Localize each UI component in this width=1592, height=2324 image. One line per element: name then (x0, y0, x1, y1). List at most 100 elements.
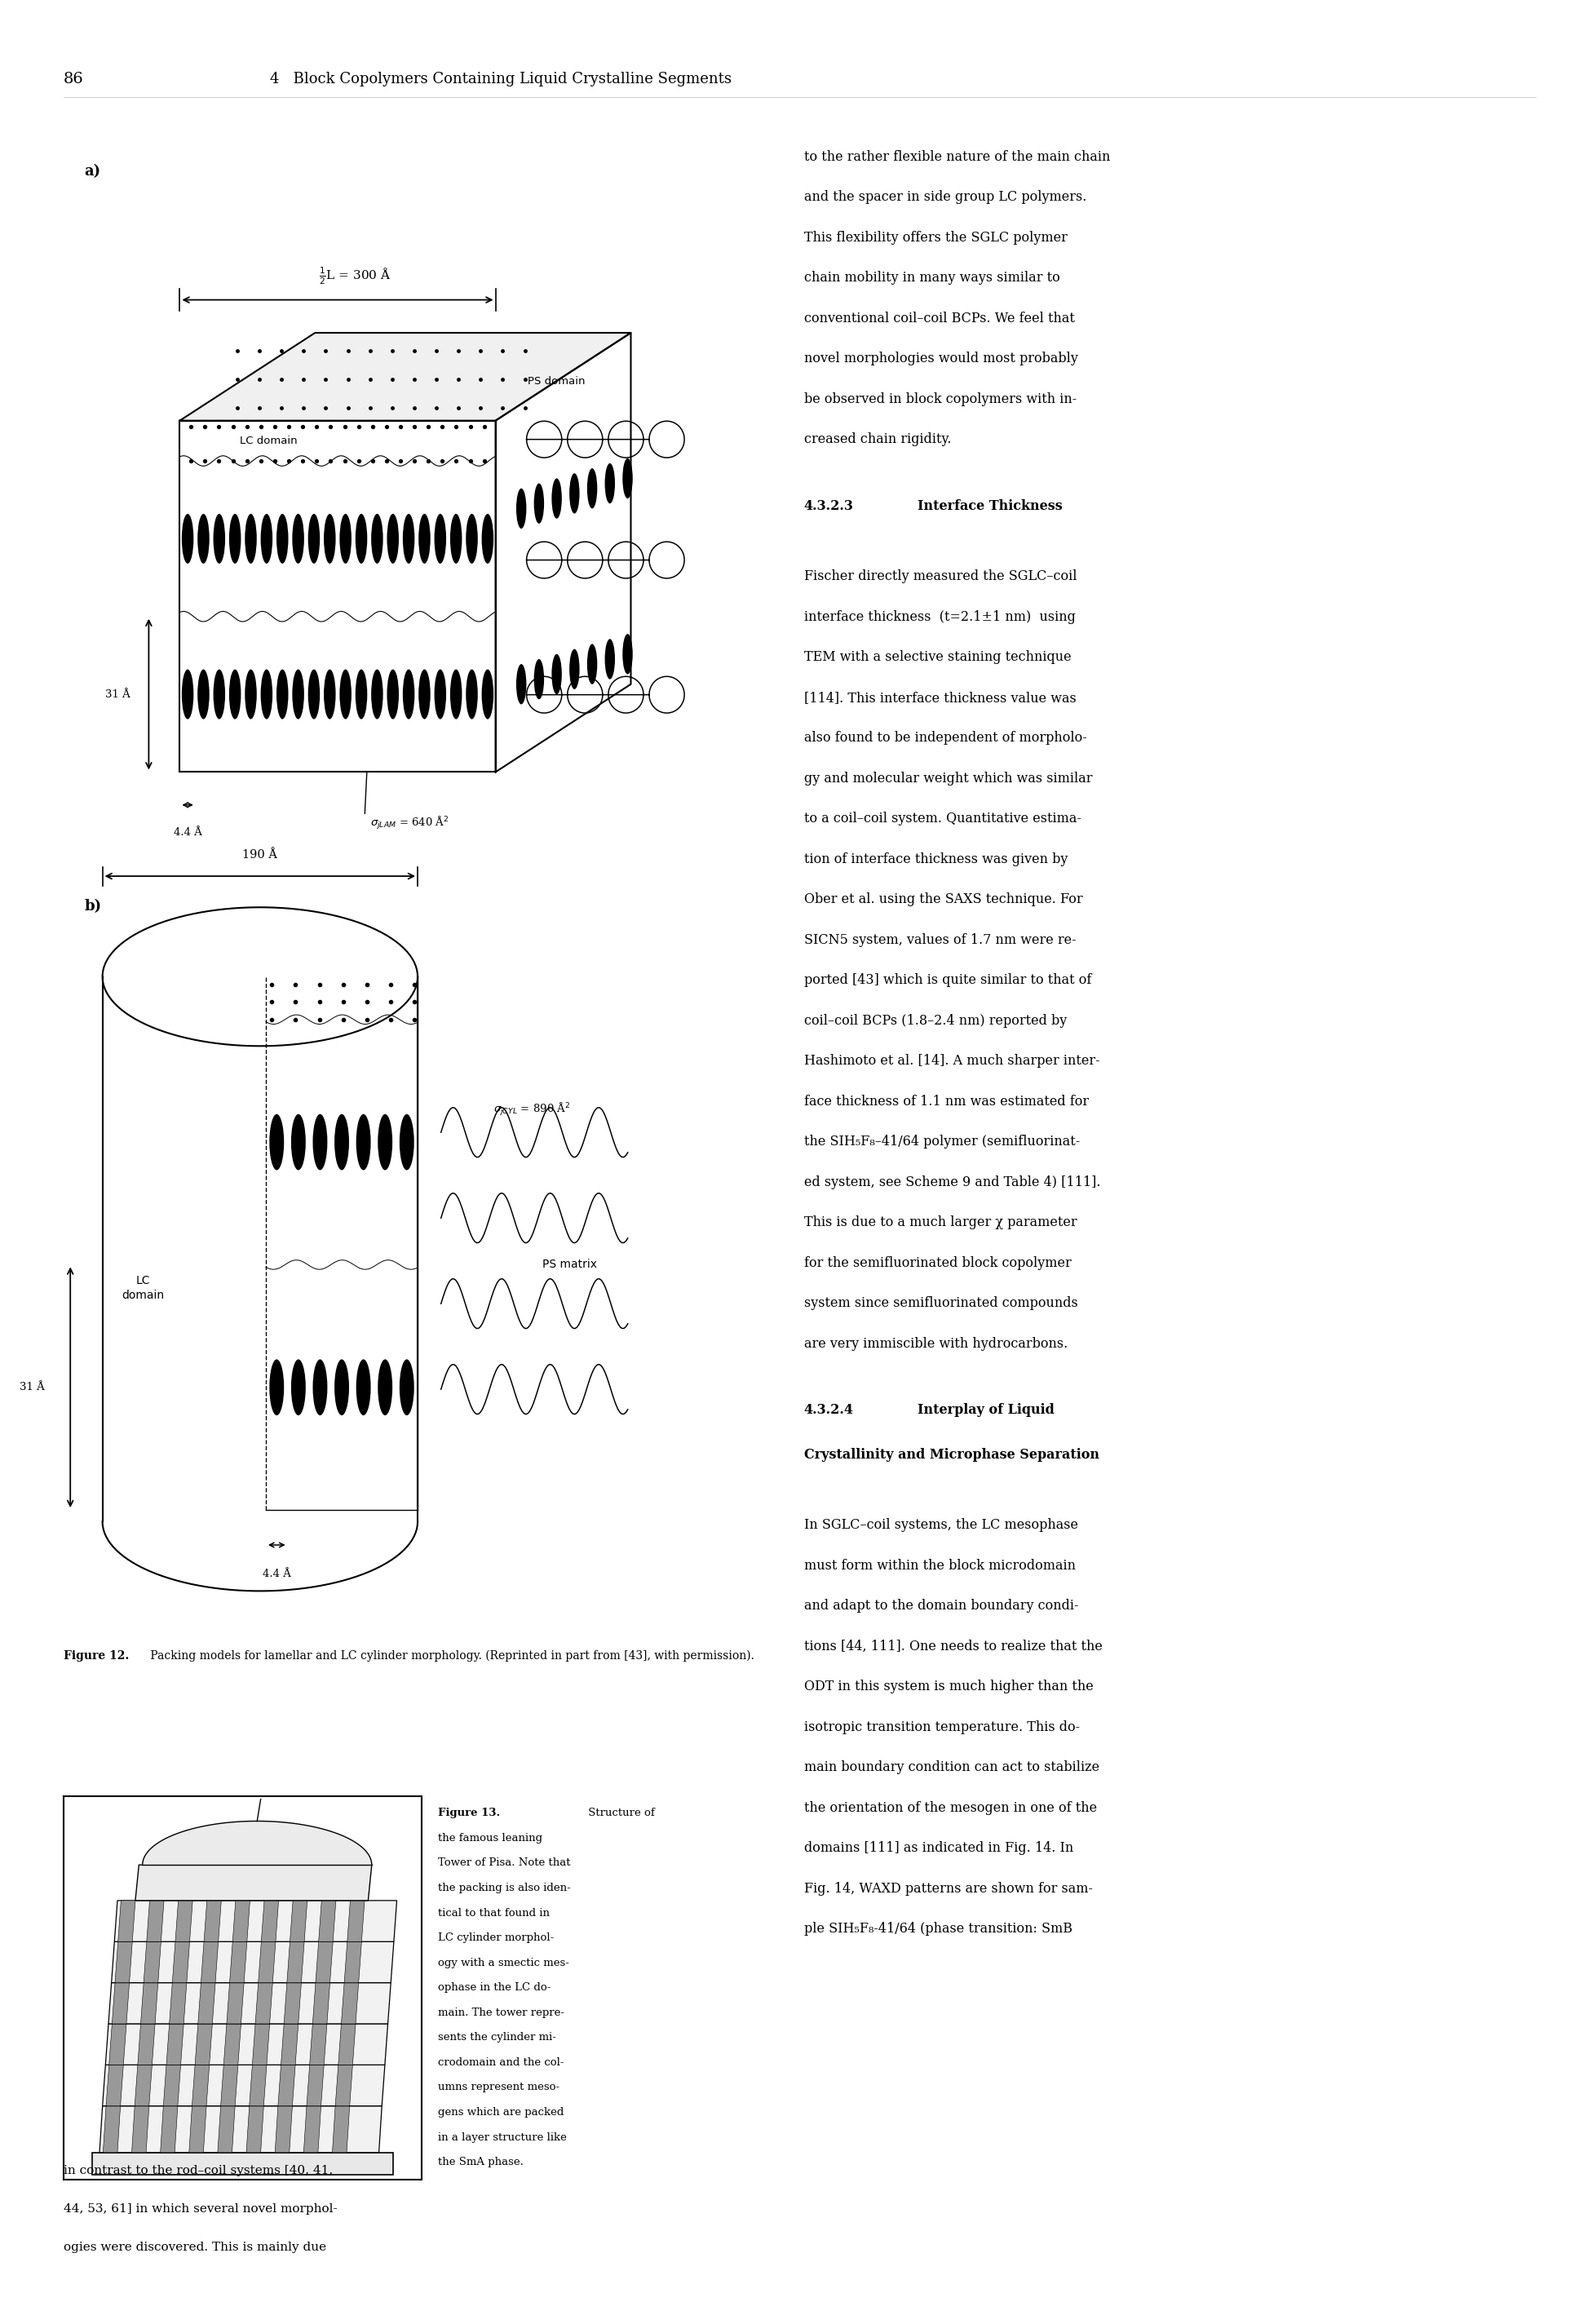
Polygon shape (336, 2066, 353, 2106)
Ellipse shape (377, 1360, 392, 1415)
Text: for the semifluorinated block copolymer: for the semifluorinated block copolymer (804, 1255, 1071, 1269)
Ellipse shape (371, 514, 384, 565)
Ellipse shape (213, 514, 224, 565)
Ellipse shape (570, 648, 579, 690)
Polygon shape (232, 1901, 250, 1941)
Ellipse shape (307, 514, 320, 565)
Ellipse shape (181, 514, 194, 565)
Text: ported [43] which is quite similar to that of: ported [43] which is quite similar to th… (804, 974, 1092, 988)
Text: be observed in block copolymers with in-: be observed in block copolymers with in- (804, 393, 1076, 407)
Ellipse shape (334, 1113, 349, 1169)
Polygon shape (333, 2106, 350, 2152)
Ellipse shape (516, 665, 527, 704)
Polygon shape (197, 1982, 215, 2024)
Ellipse shape (197, 514, 210, 565)
Polygon shape (139, 2024, 154, 2066)
Text: must form within the block microdomain: must form within the block microdomain (804, 1559, 1076, 1573)
Text: ogy with a smectic mes-: ogy with a smectic mes- (438, 1957, 568, 1968)
Text: Crystallinity and Microphase Separation: Crystallinity and Microphase Separation (804, 1448, 1098, 1462)
Ellipse shape (323, 514, 336, 565)
Text: 190 Å: 190 Å (242, 848, 277, 860)
Ellipse shape (435, 514, 446, 565)
Polygon shape (180, 421, 495, 772)
Polygon shape (92, 2152, 393, 2175)
Text: [114]. This interface thickness value was: [114]. This interface thickness value wa… (804, 690, 1076, 704)
Polygon shape (161, 2106, 178, 2152)
Text: PS matrix: PS matrix (543, 1260, 597, 1271)
Ellipse shape (312, 1360, 328, 1415)
Ellipse shape (293, 514, 304, 565)
Polygon shape (108, 1982, 392, 2024)
Ellipse shape (533, 483, 544, 523)
Text: main. The tower repre-: main. The tower repre- (438, 2008, 564, 2017)
Polygon shape (146, 1901, 164, 1941)
Text: ogies were discovered. This is mainly due: ogies were discovered. This is mainly du… (64, 2243, 326, 2254)
Text: tical to that found in: tical to that found in (438, 1908, 549, 1917)
Polygon shape (279, 2066, 295, 2106)
Text: Ober et al. using the SAXS technique. For: Ober et al. using the SAXS technique. Fo… (804, 892, 1083, 906)
Polygon shape (193, 2066, 210, 2106)
Ellipse shape (197, 669, 210, 718)
Text: also found to be independent of morpholo-: also found to be independent of morpholo… (804, 732, 1087, 746)
Polygon shape (169, 1982, 186, 2024)
Ellipse shape (587, 467, 597, 509)
Ellipse shape (533, 660, 544, 700)
Polygon shape (140, 1982, 158, 2024)
Text: tion of interface thickness was given by: tion of interface thickness was given by (804, 853, 1068, 867)
Polygon shape (180, 332, 630, 421)
Polygon shape (105, 2024, 388, 2066)
Ellipse shape (339, 669, 352, 718)
Text: 86: 86 (64, 72, 84, 86)
Polygon shape (250, 2066, 267, 2106)
Ellipse shape (371, 669, 384, 718)
Ellipse shape (334, 1360, 349, 1415)
Ellipse shape (403, 514, 414, 565)
Text: b): b) (84, 899, 102, 913)
Text: 31 Å: 31 Å (105, 688, 131, 700)
Text: gens which are packed: gens which are packed (438, 2108, 564, 2117)
Text: Interface Thickness: Interface Thickness (917, 500, 1062, 514)
Text: the packing is also iden-: the packing is also iden- (438, 1882, 570, 1894)
Polygon shape (196, 2024, 212, 2066)
Ellipse shape (339, 514, 352, 565)
Text: Fig. 14, WAXD patterns are shown for sam-: Fig. 14, WAXD patterns are shown for sam… (804, 1882, 1092, 1896)
Text: LC
domain: LC domain (123, 1276, 164, 1301)
Polygon shape (135, 2066, 153, 2106)
Ellipse shape (261, 514, 272, 565)
Polygon shape (255, 1982, 272, 2024)
Ellipse shape (213, 669, 224, 718)
Text: are very immiscible with hydrocarbons.: are very immiscible with hydrocarbons. (804, 1336, 1068, 1350)
Text: 4.4 Å: 4.4 Å (174, 827, 202, 837)
Text: 4.3.2.4: 4.3.2.4 (804, 1404, 853, 1418)
Polygon shape (223, 2024, 240, 2066)
Text: gy and molecular weight which was similar: gy and molecular weight which was simila… (804, 772, 1092, 786)
Text: interface thickness  (t=2.1±1 nm)  using: interface thickness (t=2.1±1 nm) using (804, 609, 1076, 623)
Ellipse shape (387, 669, 400, 718)
Text: ed system, see Scheme 9 and Table 4) [111].: ed system, see Scheme 9 and Table 4) [11… (804, 1176, 1100, 1190)
Text: in a layer structure like: in a layer structure like (438, 2131, 567, 2143)
Text: $\sigma_{jCYL}$ = 890 Å$^2$: $\sigma_{jCYL}$ = 890 Å$^2$ (494, 1102, 570, 1118)
Text: 4.4 Å: 4.4 Å (263, 1569, 291, 1578)
Text: 4.3.2.3: 4.3.2.3 (804, 500, 853, 514)
Text: to the rather flexible nature of the main chain: to the rather flexible nature of the mai… (804, 149, 1110, 163)
Polygon shape (102, 906, 417, 1046)
Polygon shape (132, 2106, 150, 2152)
Polygon shape (339, 2024, 355, 2066)
Polygon shape (143, 1822, 373, 1864)
Ellipse shape (377, 1113, 392, 1169)
Polygon shape (143, 1941, 161, 1982)
Text: sents the cylinder mi-: sents the cylinder mi- (438, 2031, 556, 2043)
Text: the orientation of the mesogen in one of the: the orientation of the mesogen in one of… (804, 1801, 1097, 1815)
Text: $\frac{1}{2}$L = 300 Å: $\frac{1}{2}$L = 300 Å (318, 265, 390, 286)
Ellipse shape (622, 458, 632, 500)
Polygon shape (99, 2106, 382, 2152)
Polygon shape (221, 2066, 239, 2106)
Polygon shape (347, 1901, 365, 1941)
Text: face thickness of 1.1 nm was estimated for: face thickness of 1.1 nm was estimated f… (804, 1095, 1089, 1109)
Ellipse shape (552, 653, 562, 695)
Polygon shape (344, 1941, 361, 1982)
Ellipse shape (307, 669, 320, 718)
Text: $\sigma_{jLAM}$ = 640 Å$^2$: $\sigma_{jLAM}$ = 640 Å$^2$ (371, 816, 449, 832)
Polygon shape (201, 1941, 218, 1982)
Ellipse shape (552, 479, 562, 518)
